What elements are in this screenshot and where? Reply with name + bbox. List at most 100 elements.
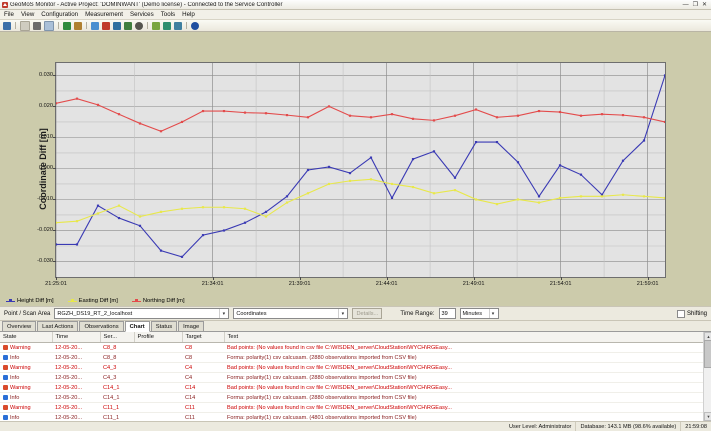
chart-point [243, 111, 247, 114]
target-cell: C8 [182, 342, 224, 353]
column-header-target[interactable]: Target [182, 332, 225, 343]
table-row[interactable]: Warning 12-05-20... C4_3 C4 Bad points: (No … [0, 362, 711, 373]
chart-point [348, 172, 352, 175]
chart-point [75, 243, 79, 246]
tab-observations[interactable]: Observations [79, 321, 124, 331]
chart-x-tick [647, 277, 649, 280]
state-cell: Warning [0, 402, 52, 413]
chart-plot-area[interactable]: 0.030 0.020 0.010 0.000 -0.010 -0.020 -0.030 21… [37, 62, 666, 287]
menu-item-services[interactable]: Services [129, 11, 154, 18]
copy-icon[interactable] [20, 20, 30, 31]
scroll-down-icon[interactable]: ▼ [704, 412, 711, 421]
info-icon[interactable] [74, 21, 82, 30]
legend-swatch-northing [131, 299, 141, 302]
toolbar-separator [186, 22, 187, 29]
table-row[interactable]: Info 12-05-20... C14_1 C14 Forma: polarity(1… [0, 392, 711, 403]
coordinate-type-value: Coordinates [236, 310, 267, 317]
chart-y-tick [53, 230, 56, 232]
point-scan-area-select[interactable]: RGZH_DS19_RT_2_localhost ▾ [54, 308, 230, 319]
menu-item-file[interactable]: File [4, 11, 14, 18]
menu-item-measurement[interactable]: Measurement [85, 11, 123, 18]
maximize-button[interactable]: ❐ [692, 1, 698, 8]
report-icon[interactable] [124, 21, 132, 30]
app-icon [2, 1, 8, 8]
database-icon[interactable] [163, 21, 171, 30]
minimize-button[interactable]: — [682, 1, 689, 8]
chart-x-tick [212, 277, 214, 280]
stop-icon[interactable] [102, 21, 110, 30]
print-icon[interactable] [33, 21, 41, 30]
chart-point [369, 116, 373, 119]
sensor-icon[interactable] [63, 21, 71, 30]
chart-point [96, 212, 100, 215]
table-row[interactable]: Warning 12-05-20... C14_1 C14 Bad points: (N… [0, 382, 711, 393]
table-row[interactable]: Info 12-05-20... C11_1 C11 Forma: polarity(1… [0, 412, 711, 421]
text-cell: Forma: polarity(1) csv calcusam. (2880 o… [224, 372, 711, 383]
window-title: GeoMoS Monitor - Active Project: 'DOMINW… [10, 1, 283, 8]
tab-overview[interactable]: Overview [2, 321, 37, 331]
print-preview-icon[interactable] [44, 20, 54, 31]
chart-point [327, 165, 331, 168]
table-row[interactable]: Warning 12-05-20... C11_1 C11 Bad points: (N… [0, 402, 711, 413]
chart-point [159, 249, 163, 252]
table-header-row: State Time Ser... Profile Target Text [0, 332, 711, 343]
clock-icon[interactable] [135, 21, 143, 30]
start-icon[interactable] [91, 21, 99, 30]
chart-point [201, 109, 205, 113]
time-unit-select[interactable]: Minutes ▾ [459, 308, 499, 319]
table-row[interactable]: Info 12-05-20... C4_3 C4 Forma: polarity(1) … [0, 372, 711, 383]
legend-item-northing[interactable]: Northing Diff [m] [131, 298, 185, 304]
column-header-text[interactable]: Text [224, 332, 711, 343]
table-scrollbar[interactable]: ▲ ▼ [703, 332, 711, 421]
tab-image[interactable]: Image [178, 321, 205, 331]
state-cell: Warning [0, 382, 52, 393]
chevron-down-icon[interactable]: ▾ [488, 309, 497, 318]
checkbox-box[interactable] [676, 309, 685, 318]
chart-point [390, 113, 394, 116]
column-header-time[interactable]: Time [52, 332, 101, 343]
state-cell: Info [0, 412, 52, 421]
open-project-icon[interactable] [3, 21, 11, 30]
legend-item-easting[interactable]: Easting Diff [m] [67, 298, 118, 304]
column-header-state[interactable]: State [0, 332, 53, 343]
chevron-down-icon[interactable]: ▾ [338, 309, 346, 318]
scrollbar-thumb[interactable] [704, 340, 711, 368]
menu-item-help[interactable]: Help [182, 11, 195, 18]
coordinate-type-select[interactable]: Coordinates ▾ [233, 308, 349, 319]
tab-last-actions[interactable]: Last Actions [37, 321, 79, 331]
menu-item-tools[interactable]: Tools [160, 11, 176, 18]
shifting-checkbox[interactable]: Shifting [676, 309, 707, 318]
info-icon [3, 354, 8, 360]
menu-item-view[interactable]: View [20, 11, 35, 18]
settings-icon[interactable] [174, 21, 182, 30]
chart-x-tick-label: 21:34:01 [201, 281, 224, 287]
legend-item-height[interactable]: Height Diff [m] [6, 298, 54, 304]
close-button[interactable]: ✕ [701, 1, 707, 8]
help-icon[interactable] [191, 21, 199, 30]
chart-point [600, 113, 604, 116]
column-header-profile[interactable]: Profile [134, 332, 183, 343]
details-button[interactable]: Details... [352, 308, 383, 319]
chart-panel: Coordinate Diff [m] 0.030 0.020 0.010 0.000… [0, 32, 711, 306]
chart-point [264, 112, 268, 115]
chart-series-1 [56, 178, 665, 224]
table-row[interactable]: Warning 12-05-20... C8_8 C8 Bad points: (No … [0, 342, 711, 353]
chart-point [495, 116, 499, 119]
column-header-series[interactable]: Ser... [100, 332, 135, 343]
table-row[interactable]: Info 12-05-20... C8_8 C8 Forma: polarity(1) … [0, 352, 711, 363]
toolbar-separator [147, 22, 148, 29]
chart-icon[interactable] [152, 21, 160, 30]
chart-point [537, 109, 541, 113]
chart-point [411, 158, 415, 161]
tab-chart[interactable]: Chart [124, 321, 150, 332]
shifting-label: Shifting [686, 310, 707, 317]
tab-status[interactable]: Status [150, 321, 178, 331]
chart-point [621, 193, 625, 196]
monitor-icon[interactable] [113, 21, 121, 30]
menu-item-configuration[interactable]: Configuration [41, 11, 79, 18]
chart-point [56, 221, 58, 224]
chevron-down-icon[interactable]: ▾ [219, 309, 227, 318]
chart-point [642, 116, 646, 119]
time-cell: 12-05-20... [52, 362, 100, 373]
time-range-input[interactable]: 39 [438, 308, 456, 319]
